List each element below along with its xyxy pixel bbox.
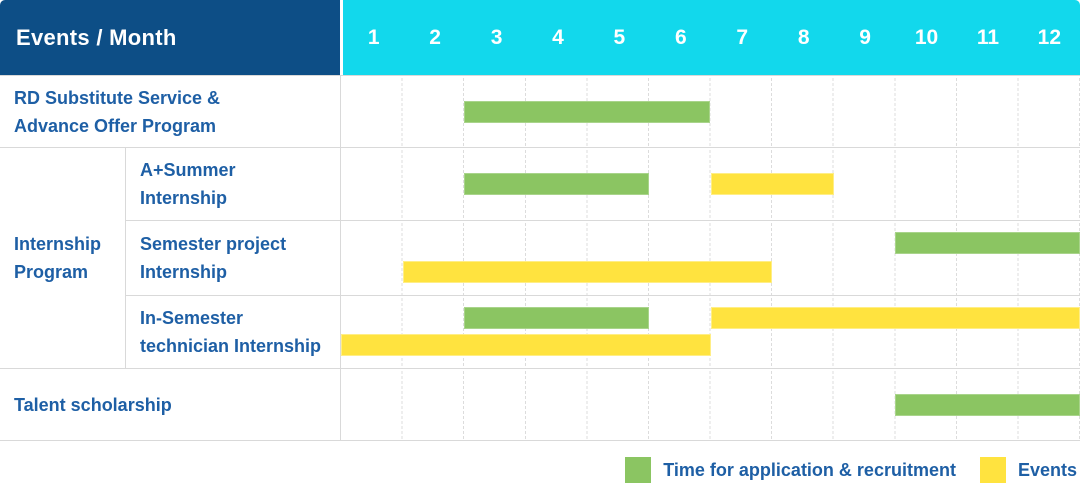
row-label-text: RD Substitute Service & Advance Offer Pr…: [14, 87, 221, 136]
event-bar: [710, 173, 834, 195]
month-label-7: 7: [736, 25, 749, 49]
row-label-text: A+Summer Internship: [140, 160, 236, 208]
recruitment-bar: [895, 393, 1080, 416]
row-chart-in-semester-technician-internship: [340, 295, 1080, 368]
row-label-in-semester-technician-internship: In-Semester technician Internship: [125, 295, 340, 368]
row-chart-talent-scholarship: [340, 368, 1080, 441]
month-label-12: 12: [1037, 25, 1062, 49]
month-label-1: 1: [367, 25, 380, 49]
month-label-2: 2: [429, 25, 441, 49]
legend-recruitment-label: Time for application & recruitment: [663, 459, 956, 480]
group-label-text: Internship Program: [14, 234, 102, 282]
header-title: Events / Month: [16, 24, 177, 50]
gantt-table: Events / Month 1 2 3 4 5 6 7 8 9 10 11 1…: [0, 0, 1080, 441]
row-label-text: In-Semester technician Internship: [140, 308, 322, 356]
recruitment-bar: [464, 100, 711, 123]
row-label-semester-project-internship: Semester project Internship: [125, 220, 340, 295]
month-label-6: 6: [674, 25, 687, 49]
recruitment-bar: [464, 307, 649, 329]
recruitment-bar: [464, 173, 649, 195]
event-bar: [710, 307, 1080, 329]
legend-recruitment-swatch: [625, 457, 652, 483]
row-chart-rd-substitute-service: [340, 75, 1080, 147]
event-bar: [341, 334, 711, 356]
row-label-text: Semester project Internship: [140, 234, 287, 282]
header-events-month-cell: Events / Month: [0, 0, 340, 75]
month-label-3: 3: [490, 25, 503, 49]
month-label-11: 11: [976, 25, 1000, 49]
header-months-strip: 1 2 3 4 5 6 7 8 9 10 11 12: [340, 0, 1080, 75]
row-label-a-summer-internship: A+Summer Internship: [125, 147, 340, 220]
row-label-text: Talent scholarship: [14, 394, 172, 415]
event-bar: [402, 261, 773, 283]
row-label-talent-scholarship: Talent scholarship: [0, 368, 340, 441]
month-label-9: 9: [859, 25, 871, 49]
row-chart-a-summer-internship: [340, 147, 1080, 220]
legend-events-swatch: [979, 457, 1006, 483]
month-label-8: 8: [797, 25, 810, 49]
row-label-rd-substitute-service: RD Substitute Service & Advance Offer Pr…: [0, 75, 340, 147]
row-group-internship-program: Internship Program: [0, 147, 125, 368]
month-label-10: 10: [914, 25, 939, 49]
recruitment-bar: [895, 232, 1080, 254]
month-label-4: 4: [552, 25, 564, 49]
legend-events-label: Events: [1017, 459, 1077, 480]
row-chart-semester-project-internship: [340, 220, 1080, 295]
month-label-5: 5: [613, 25, 626, 49]
legend: Time for application & recruitment Event…: [0, 457, 1080, 483]
